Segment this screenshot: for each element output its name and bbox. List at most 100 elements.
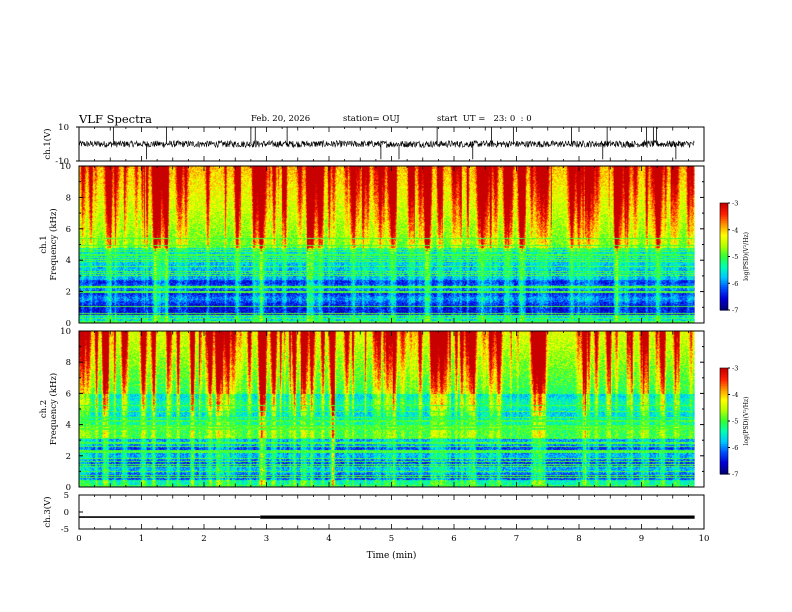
x-tick-label: 7 — [514, 534, 519, 544]
x-tick-label: 3 — [264, 534, 269, 544]
colorbar-cell — [720, 204, 728, 208]
colorbar-cell — [720, 249, 728, 252]
y-tick-label: 10 — [60, 162, 71, 172]
colorbar-cell — [720, 210, 728, 213]
colorbar-cell — [720, 279, 728, 283]
colorbar-cell — [720, 240, 728, 243]
colorbar-tick-label: -3 — [732, 365, 738, 373]
colorbar-cell — [720, 229, 728, 233]
colorbar-cell — [720, 217, 728, 220]
y-tick-label: 10 — [60, 327, 71, 337]
colorbar-cell — [720, 431, 728, 434]
y-tick-label: 0 — [66, 483, 71, 493]
y-tick-label: 10 — [58, 123, 69, 133]
ch1-spectrogram-channel-label: ch.1 — [39, 235, 49, 253]
colorbar-cell — [720, 451, 728, 454]
y-tick-label: 4 — [66, 421, 71, 431]
colorbar-tick-label: -7 — [732, 471, 738, 479]
y-tick-label: 5 — [64, 491, 69, 501]
x-tick-label: 0 — [76, 534, 81, 544]
colorbar-cell — [720, 268, 728, 272]
colorbar-cell — [720, 219, 728, 222]
colorbar-cell — [720, 394, 728, 397]
ch3-frame — [78, 494, 705, 530]
colorbar-label: log(PSD)(V²/Hz) — [743, 397, 750, 446]
colorbar-cell — [720, 295, 728, 299]
colorbar-cell — [720, 390, 728, 394]
colorbar-cell — [720, 254, 728, 258]
x-tick-label: 9 — [639, 534, 644, 544]
colorbar-cell — [720, 272, 728, 275]
colorbar-cell — [720, 459, 728, 463]
colorbar-tick-label: -7 — [732, 307, 738, 315]
figure-title: VLF Spectra — [79, 112, 153, 126]
x-tick-label: 5 — [389, 534, 394, 544]
colorbar-cell — [720, 283, 728, 286]
colorbar-cell — [720, 206, 728, 209]
colorbar-cell — [720, 383, 728, 387]
colorbar-cell — [720, 392, 728, 396]
ch1-spectrogram-colorbar: -3 -4 -5 -6 -7 log(PSD)(V²/Hz) — [719, 200, 750, 315]
colorbar-cell — [720, 405, 728, 408]
colorbar-cell — [720, 245, 728, 249]
colorbar-cell — [720, 304, 728, 308]
station-label: station= OUJ — [343, 114, 400, 124]
colorbar-cell — [720, 368, 728, 371]
colorbar-cell — [720, 220, 728, 224]
y-tick-label: -5 — [61, 525, 69, 535]
colorbar-cell — [720, 215, 728, 218]
colorbar-cell — [720, 290, 728, 293]
colorbar-cell — [720, 211, 728, 215]
colorbar-cell — [720, 285, 728, 288]
colorbar-cell — [720, 260, 728, 263]
colorbar-cell — [720, 401, 728, 404]
y-tick-label: 8 — [66, 193, 71, 203]
colorbar-cell — [720, 235, 728, 238]
colorbar-cell — [720, 454, 728, 457]
ch2-spectrogram: 0 2 4 6 8 10 ch.2 Frequency (kHz) — [39, 327, 704, 493]
colorbar-cell — [720, 244, 728, 247]
colorbar-cell — [720, 422, 728, 426]
colorbar-cell — [720, 426, 728, 429]
colorbar-tick-label: -3 — [732, 200, 738, 208]
ch1-spectrogram-ylabel: Frequency (kHz) — [48, 208, 59, 280]
colorbar-cell — [720, 222, 728, 225]
ch1-ylabel: ch.1(V) — [42, 128, 53, 159]
colorbar-cell — [720, 458, 728, 461]
colorbar-cell — [720, 380, 728, 383]
y-tick-label: 0 — [64, 508, 69, 518]
x-tick-label: 8 — [576, 534, 581, 544]
ch2-spectrogram-colorbar: -3 -4 -5 -6 -7 log(PSD)(V²/Hz) — [719, 365, 750, 479]
colorbar-cell — [720, 297, 728, 300]
colorbar-cell — [720, 238, 728, 242]
colorbar-cell — [720, 410, 728, 413]
y-tick-label: 2 — [66, 452, 71, 462]
colorbar-tick-label: -4 — [732, 226, 738, 234]
ch2-spectrogram-image — [79, 331, 695, 487]
colorbar-cell — [720, 378, 728, 381]
colorbar-cell — [720, 406, 728, 410]
ch1-xticks — [78, 127, 705, 161]
colorbar-cell — [720, 242, 728, 245]
colorbar-cell — [720, 429, 728, 433]
colorbar-cell — [720, 452, 728, 456]
colorbar-cell — [720, 288, 728, 291]
colorbar-cell — [720, 277, 728, 281]
ch3-waveform-panel: 5 0 -5 ch.3(V) — [42, 491, 695, 535]
colorbar-cell — [720, 417, 728, 420]
colorbar-cell — [720, 461, 728, 464]
colorbar-cell — [720, 252, 728, 256]
colorbar-cell — [720, 261, 728, 265]
x-tick-label: 2 — [201, 534, 206, 544]
colorbar-tick-label: -5 — [732, 418, 738, 426]
colorbar-cell — [720, 292, 728, 295]
colorbar-cell — [720, 433, 728, 436]
colorbar-cell — [720, 227, 728, 231]
colorbar-cell — [720, 403, 728, 406]
colorbar-cell — [720, 419, 728, 422]
colorbar-cell — [720, 301, 728, 304]
colorbar-cell — [720, 247, 728, 250]
ch3-ylabel: ch.3(V) — [42, 496, 53, 527]
colorbar-cell — [720, 398, 728, 401]
